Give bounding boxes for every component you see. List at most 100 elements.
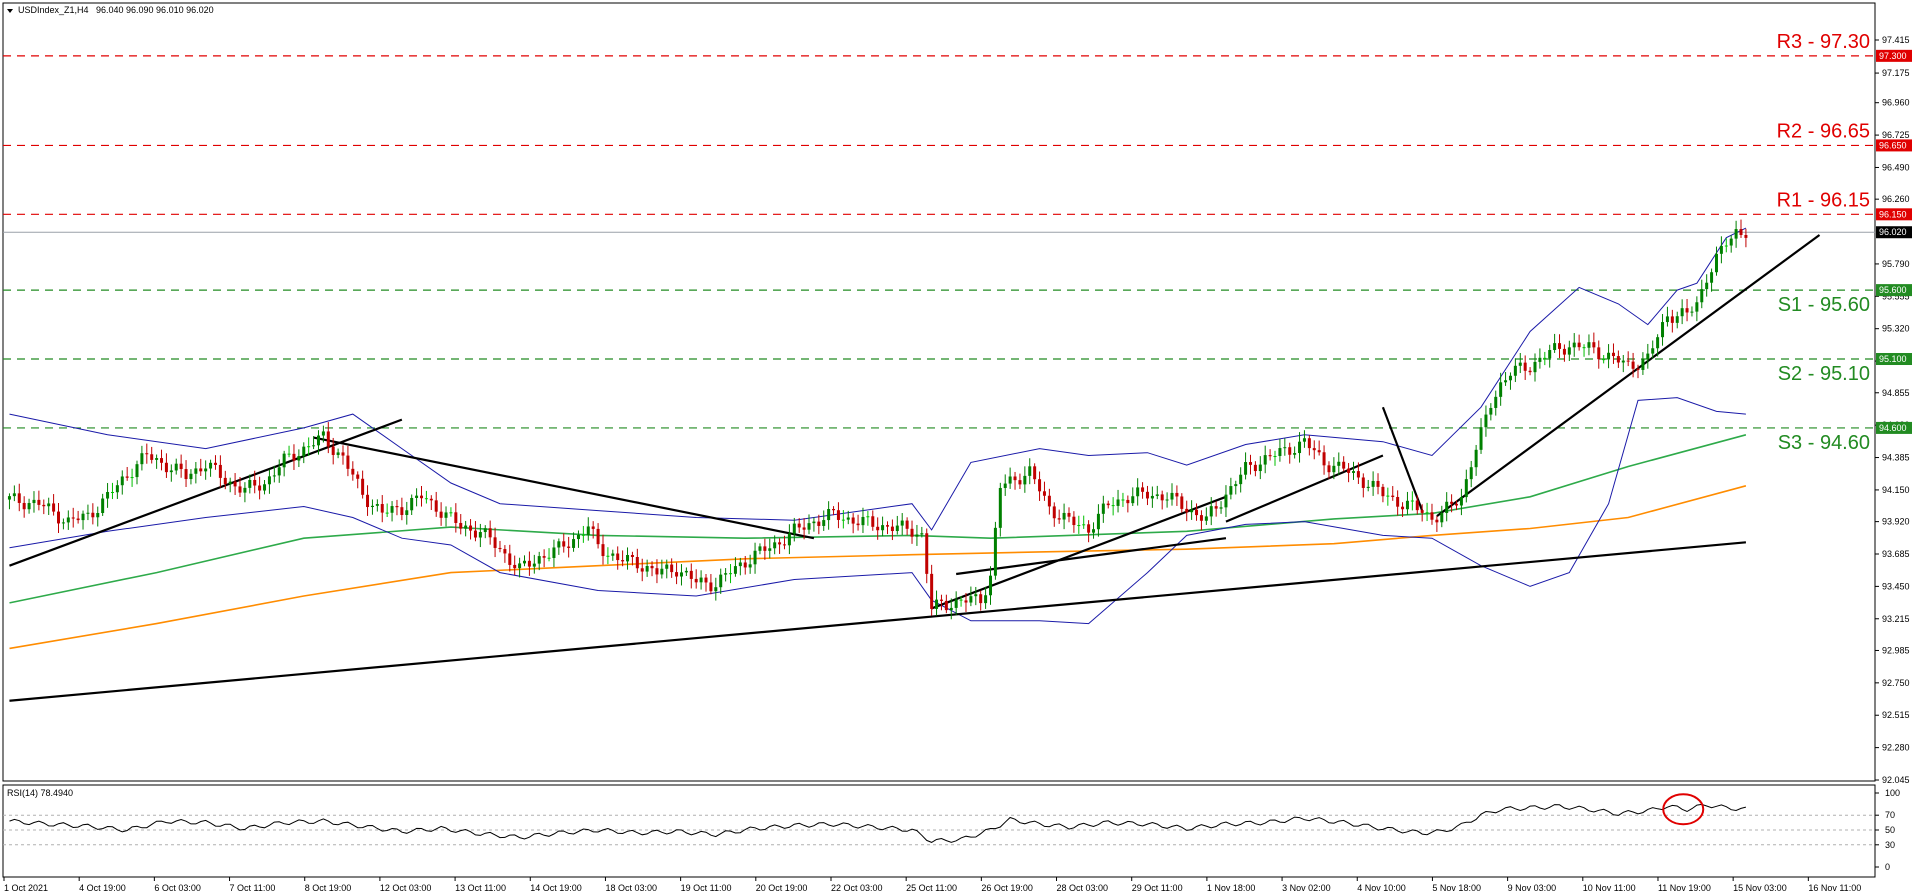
candle-body: [802, 527, 806, 530]
candle-body: [1008, 476, 1012, 484]
candle-body: [753, 550, 757, 565]
candle-body: [812, 521, 816, 524]
price-tag-text: 97.300: [1879, 51, 1907, 61]
candle-body: [1587, 342, 1591, 348]
candle-body: [223, 477, 227, 485]
ohlc-readout: 96.040 96.090 96.010 96.020: [96, 5, 214, 15]
candle-body: [1729, 238, 1733, 246]
x-tick-label: 22 Oct 03:00: [831, 883, 883, 893]
candle-body: [1136, 487, 1140, 497]
candle-body: [792, 523, 796, 534]
candle-body: [253, 479, 257, 486]
candle-body: [321, 431, 325, 436]
candle-body: [155, 458, 159, 460]
candle-body: [1528, 370, 1532, 373]
candle-body: [1572, 342, 1576, 348]
candle-body: [1724, 245, 1728, 247]
candle-body: [243, 487, 247, 493]
candle-body: [944, 600, 948, 611]
level-label-s1: S1 - 95.60: [1778, 294, 1870, 316]
candle-body: [1131, 496, 1135, 504]
candle-body: [356, 474, 360, 479]
candle-body: [1351, 471, 1355, 473]
candle-body: [949, 607, 953, 611]
candle-body: [1705, 282, 1709, 290]
candle-body: [459, 522, 463, 529]
candle-body: [415, 495, 419, 498]
candle-body: [1180, 496, 1184, 509]
candle-body: [218, 464, 222, 478]
candle-body: [1440, 513, 1444, 523]
x-tick-label: 8 Oct 19:00: [305, 883, 352, 893]
candle-body: [346, 455, 350, 469]
candle-body: [1607, 352, 1611, 360]
candle-body: [7, 496, 11, 500]
candle-body: [1695, 302, 1699, 312]
candle-body: [464, 525, 468, 529]
candle-body: [675, 572, 679, 577]
x-tick-label: 29 Oct 11:00: [1132, 883, 1183, 893]
candle-body: [1298, 441, 1302, 454]
candle-body: [1420, 510, 1424, 513]
candle-body: [1381, 486, 1385, 497]
trendline: [956, 537, 1227, 576]
level-label-r3: R3 - 97.30: [1777, 31, 1870, 53]
candle-body: [140, 453, 144, 465]
candle-body: [1739, 229, 1743, 235]
rsi-line: [9, 803, 1747, 843]
candle-body: [807, 523, 811, 530]
candle-body: [861, 516, 865, 526]
candle-body: [866, 516, 870, 518]
candle-body: [537, 556, 541, 564]
candle-body: [1445, 501, 1449, 514]
candle-body: [248, 479, 252, 488]
bollinger-lower: [9, 397, 1746, 625]
candle-body: [1415, 500, 1419, 511]
candle-body: [939, 599, 943, 601]
candle-body: [17, 493, 21, 503]
candle-body: [292, 453, 296, 461]
candle-body: [660, 568, 664, 575]
candle-body: [989, 575, 993, 596]
candle-body: [1204, 516, 1208, 521]
x-tick-label: 4 Nov 10:00: [1357, 883, 1406, 893]
candle-body: [1052, 506, 1056, 519]
rsi-tick-label: 70: [1885, 810, 1895, 820]
candle-body: [238, 486, 242, 493]
candle-body: [635, 557, 639, 569]
candle-body: [263, 484, 267, 491]
rsi-title: RSI(14) 78.4940: [7, 788, 73, 798]
candle-body: [419, 495, 423, 499]
collapse-triangle-icon[interactable]: [7, 9, 13, 13]
candle-body: [930, 573, 934, 609]
candle-body: [689, 570, 693, 579]
candle-body: [905, 520, 909, 529]
price-tag-s1: [1876, 284, 1912, 297]
candle-body: [758, 546, 762, 551]
candle-body: [312, 445, 316, 447]
candle-body: [91, 512, 95, 518]
candle-body: [562, 541, 566, 547]
candle-body: [984, 595, 988, 604]
candle-body: [1533, 361, 1537, 373]
candle-body: [184, 469, 188, 480]
candle-body: [900, 520, 904, 526]
x-tick-label: 1 Nov 18:00: [1207, 883, 1256, 893]
y-tick-label: 92.750: [1882, 678, 1910, 688]
candle-body: [1621, 360, 1625, 363]
rsi-highlight-circle: [1662, 793, 1705, 826]
candle-body: [1719, 245, 1723, 254]
rsi-tick-label: 0: [1885, 862, 1890, 872]
candle-body: [370, 505, 374, 508]
candle-body: [1425, 512, 1429, 514]
y-tick-label: 92.985: [1882, 645, 1910, 655]
candle-body: [699, 577, 703, 583]
candle-body: [120, 476, 124, 486]
candle-body: [640, 568, 644, 572]
candle-body: [1592, 342, 1596, 348]
candle-body: [1302, 438, 1306, 442]
candle-body: [1018, 480, 1022, 485]
candle-body: [258, 485, 262, 491]
candle-body: [650, 566, 654, 569]
